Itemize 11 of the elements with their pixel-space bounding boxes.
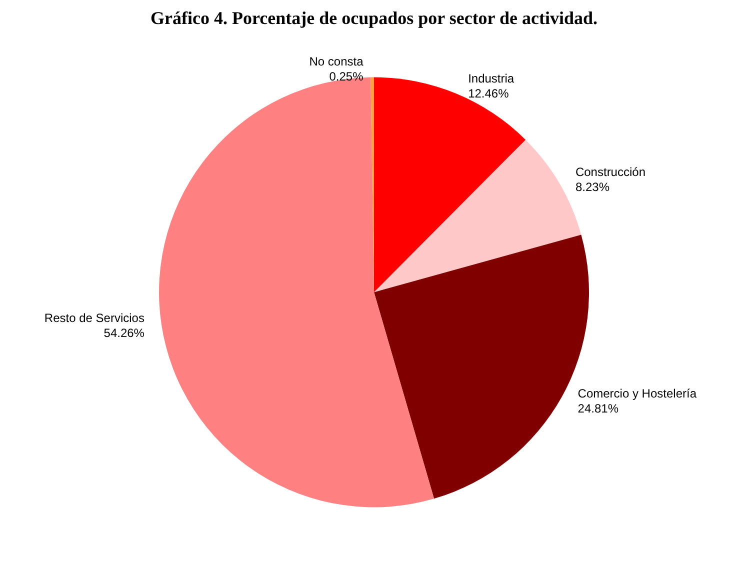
data-label: 24.81% (578, 401, 619, 416)
slice-label: Comercio y Hostelería (578, 386, 697, 400)
data-label: 12.46% (468, 86, 510, 101)
slice-label: Resto de Servicios (44, 310, 144, 325)
data-label: 54.26% (104, 326, 145, 340)
data-label: 8.23% (575, 180, 610, 194)
slice-label: Industria (468, 72, 514, 86)
chart-title: Gráfico 4. Porcentaje de ocupados por sector de actividad. (150, 8, 598, 28)
slice-label: Construcción (575, 165, 646, 180)
data-label: 0.25% (329, 70, 364, 84)
slice-label: No consta (309, 54, 364, 69)
